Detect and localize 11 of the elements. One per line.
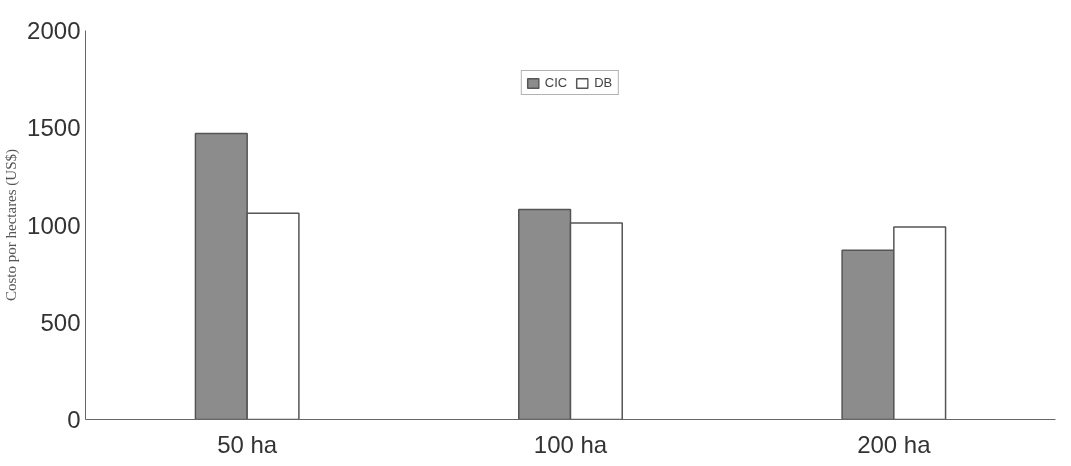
x-tick-label: 200 ha	[857, 430, 932, 458]
y-tick-label: 2000	[27, 17, 81, 44]
y-tick-label: 0	[67, 406, 81, 433]
legend-label: CIC	[544, 75, 568, 90]
y-axis-title: Costo por hectares (US$)	[3, 148, 21, 302]
legend-label: DB	[594, 75, 614, 90]
x-tick-label: 100 ha	[533, 430, 608, 458]
x-tick-label: 50 ha	[217, 430, 278, 458]
y-tick-label: 1500	[27, 114, 81, 142]
y-tick-label: 500	[40, 308, 81, 336]
y-tick-label: 1000	[27, 211, 81, 239]
